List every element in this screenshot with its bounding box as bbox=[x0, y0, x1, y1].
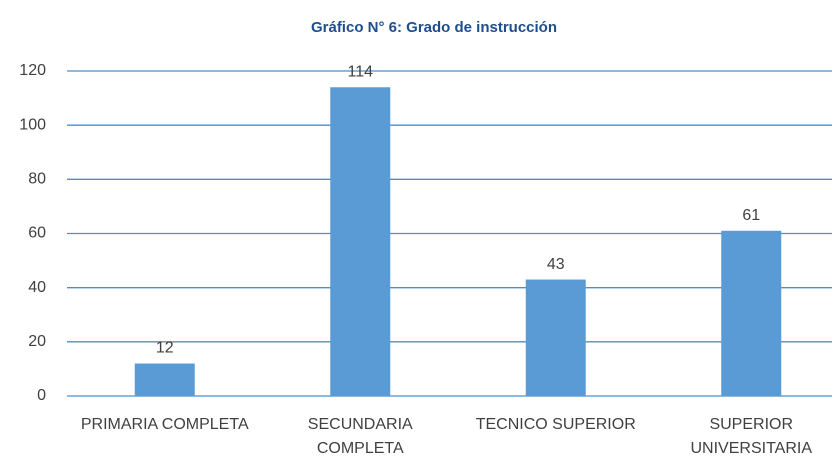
bar bbox=[721, 230, 782, 396]
x-tick-label: PRIMARIA COMPLETA bbox=[80, 416, 249, 433]
x-tick-label: SECUNDARIA COMPLETA bbox=[307, 416, 413, 457]
bar bbox=[134, 363, 195, 396]
data-label: 61 bbox=[742, 207, 760, 224]
x-tick-label: TECNICO SUPERIOR bbox=[475, 416, 636, 433]
x-tick-label: SUPERIOR UNIVERSITARIA bbox=[690, 416, 813, 457]
y-tick-label: 60 bbox=[28, 225, 46, 242]
chart-title: Gráfico N° 6: Grado de instrucción bbox=[311, 19, 557, 36]
data-label: 114 bbox=[347, 63, 373, 80]
y-tick-label: 20 bbox=[28, 333, 46, 350]
y-tick-label: 80 bbox=[28, 171, 46, 188]
y-tick-label: 0 bbox=[37, 387, 46, 404]
y-tick-label: 100 bbox=[19, 116, 46, 133]
data-label: 43 bbox=[547, 256, 565, 273]
y-tick-label: 120 bbox=[19, 62, 46, 79]
data-label: 12 bbox=[156, 340, 174, 357]
y-tick-label: 40 bbox=[28, 279, 46, 296]
bar bbox=[525, 279, 586, 396]
bar bbox=[330, 87, 391, 396]
